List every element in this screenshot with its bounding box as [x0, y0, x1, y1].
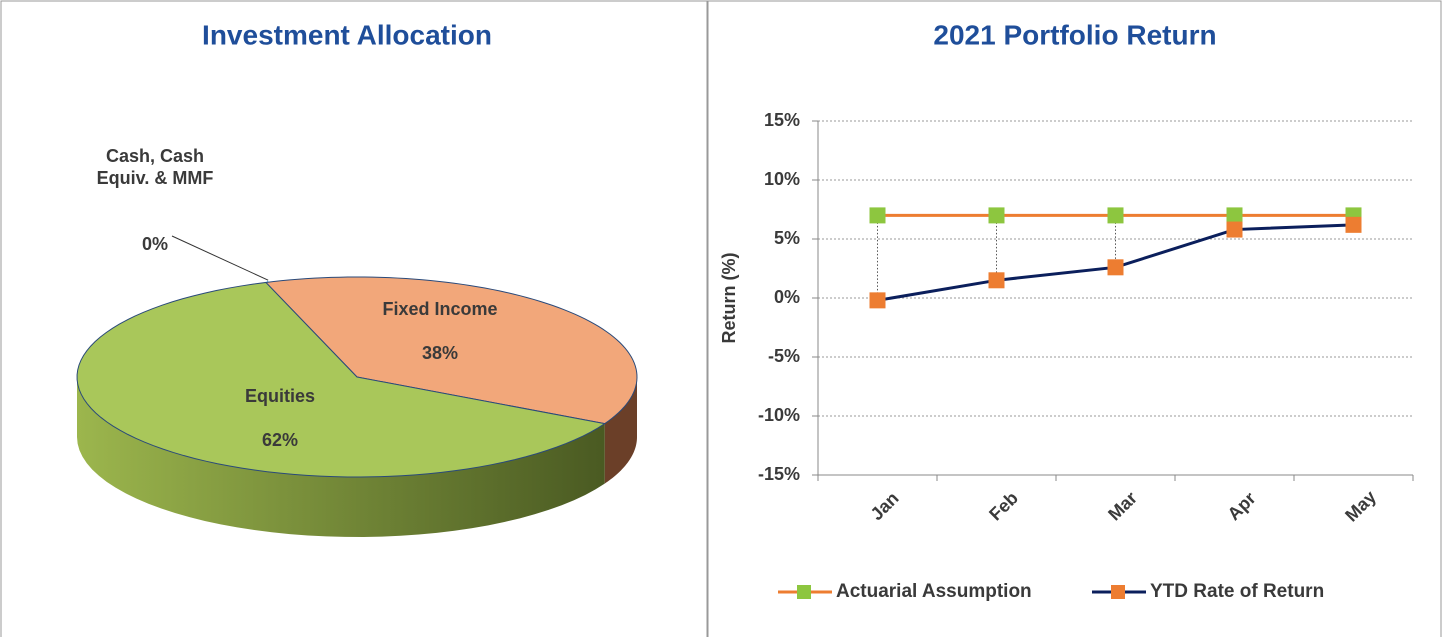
- panel: [0, 0, 708, 637]
- marker: [869, 207, 886, 224]
- marker: [1107, 207, 1124, 224]
- panel: [707, 0, 1442, 637]
- x-tick-label: May: [1341, 487, 1380, 526]
- legend-label: Actuarial Assumption: [836, 581, 1032, 602]
- x-tick-label: Jan: [867, 488, 903, 524]
- x-tick-label: Feb: [985, 488, 1022, 525]
- y-axis-label: Return (%): [719, 253, 739, 344]
- y-tick-label: 10%: [764, 169, 800, 189]
- x-tick-label: Mar: [1104, 488, 1141, 525]
- marker: [1226, 207, 1243, 224]
- y-tick-label: 0%: [774, 287, 800, 307]
- y-tick-label: -10%: [758, 405, 800, 425]
- leader-line: [171, 235, 269, 281]
- y-tick-label: -5%: [768, 346, 800, 366]
- legend-marker: [1111, 585, 1125, 599]
- slice-label: Cash, Cash Equiv. & MMF: [96, 146, 214, 188]
- marker: [1226, 221, 1243, 238]
- marker: [869, 292, 886, 309]
- marker: [988, 272, 1005, 289]
- marker: [1107, 259, 1124, 276]
- y-tick-label: 5%: [774, 228, 800, 248]
- legend-label: YTD Rate of Return: [1150, 581, 1324, 602]
- legend-marker: [797, 585, 811, 599]
- marker: [1345, 216, 1362, 233]
- slice: [76, 281, 607, 478]
- slice-value: 38%: [421, 343, 459, 363]
- slice-side: [77, 377, 605, 537]
- chart-title: 2021 Portfolio Return: [933, 19, 1216, 50]
- x-tick-label: Apr: [1224, 488, 1260, 524]
- chart-title: Investment Allocation: [202, 19, 492, 50]
- slice-label: Fixed Income: [382, 299, 498, 319]
- slice-label: Equities: [244, 386, 315, 406]
- y-tick-label: -15%: [758, 464, 800, 484]
- marker: [988, 207, 1005, 224]
- slice-side: [604, 377, 637, 484]
- slice: [264, 276, 638, 425]
- slice-value: 0%: [141, 234, 168, 254]
- y-tick-label: 15%: [764, 110, 800, 130]
- slice-value: 62%: [261, 430, 299, 450]
